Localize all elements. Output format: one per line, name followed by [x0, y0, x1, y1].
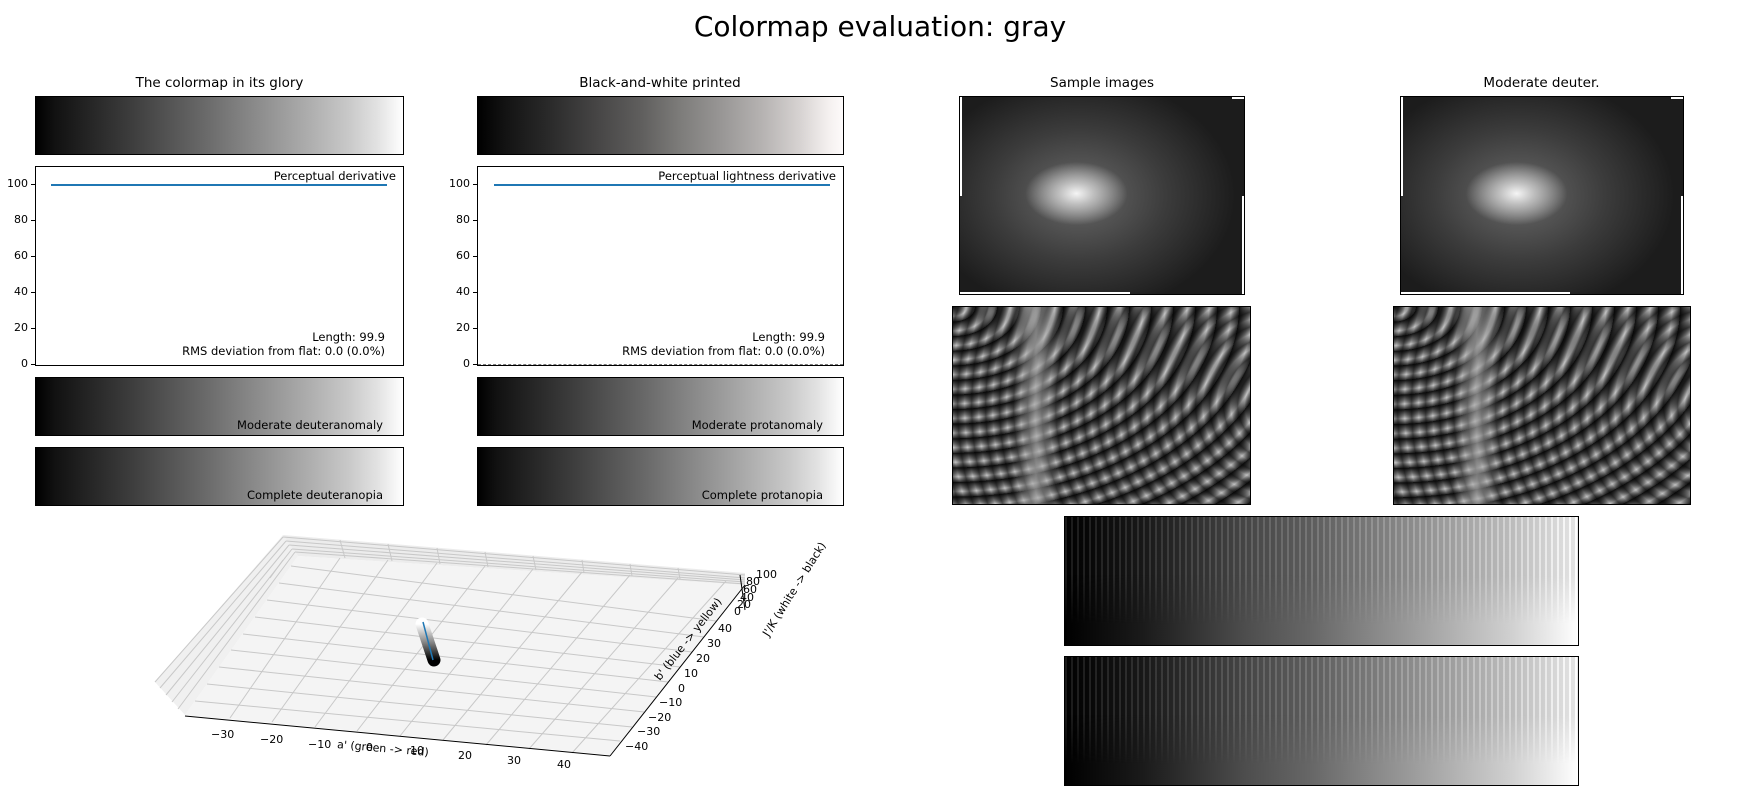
- figure-title: Colormap evaluation: gray: [693, 10, 1067, 43]
- ztick-label: 20: [737, 598, 751, 611]
- xtick-label: 0: [366, 741, 373, 754]
- xtick-label: −20: [260, 733, 284, 746]
- xtick-label: 10: [410, 744, 424, 757]
- ytick-label: −40: [625, 740, 649, 753]
- xtick-label: 30: [507, 754, 521, 767]
- ytick-label: 80: [456, 213, 470, 226]
- sample-image-interference: [952, 306, 1251, 505]
- plot-label: Perceptual lightness derivative: [658, 169, 836, 183]
- rms-annotation: RMS deviation from flat: 0.0 (0.0%): [182, 344, 385, 358]
- ytick-label: −30: [637, 725, 661, 738]
- plot3d-colorspace: [154, 535, 746, 757]
- deuter-image-terrain: [1400, 96, 1684, 295]
- colormap-bw-bar: [477, 96, 844, 155]
- cvd-label: Complete protanopia: [701, 488, 823, 502]
- ytick-label: 40: [718, 622, 732, 635]
- stripe-test-bar-1: [1064, 516, 1579, 646]
- panel-title-deuter: Moderate deuter.: [1483, 75, 1600, 91]
- ytick-label: 100: [7, 177, 28, 190]
- cvd-label: Complete deuteranopia: [247, 488, 383, 502]
- xtick-label: 20: [458, 749, 472, 762]
- ytick-label: 20: [14, 321, 28, 334]
- ztick-label: 100: [756, 568, 777, 581]
- plot-label: Perceptual derivative: [273, 169, 396, 183]
- ytick-label: −20: [648, 711, 672, 724]
- ytick-label: 0: [678, 682, 685, 695]
- xtick-label: −10: [308, 738, 332, 751]
- cvd-bar-deuteranopia: Complete deuteranopia: [35, 447, 404, 506]
- cvd-bar-protanopia: Complete protanopia: [477, 447, 844, 506]
- sample-image-terrain: [959, 96, 1245, 295]
- ytick-label: 30: [707, 637, 721, 650]
- xtick-label: 40: [557, 758, 571, 771]
- ytick-label: 40: [456, 285, 470, 298]
- ytick-label: 10: [684, 667, 698, 680]
- ytick-label: 60: [456, 249, 470, 262]
- cvd-bar-protanomaly: Moderate protanomaly: [477, 377, 844, 436]
- stripe-test-bar-2: [1064, 656, 1579, 786]
- ytick-label: 20: [696, 652, 710, 665]
- ytick-label: 0: [21, 357, 28, 370]
- panel-title-glory: The colormap in its glory: [135, 75, 304, 91]
- derivative-line: [494, 184, 830, 186]
- perceptual-derivative-plot: Perceptual derivative Length: 99.9 RMS d…: [35, 166, 404, 366]
- ytick-label: −10: [659, 696, 683, 709]
- ztick-label: 40: [740, 591, 754, 604]
- lightness-derivative-plot: Perceptual lightness derivative Length: …: [477, 166, 844, 366]
- panel-title-bw: Black-and-white printed: [579, 75, 741, 91]
- deuter-image-interference: [1393, 306, 1691, 505]
- cvd-label: Moderate protanomaly: [691, 418, 823, 432]
- ytick-label: 80: [14, 213, 28, 226]
- panel-title-samples: Sample images: [1050, 75, 1154, 91]
- ytick-label: 20: [456, 321, 470, 334]
- ytick-label: 40: [14, 285, 28, 298]
- length-annotation: Length: 99.9: [312, 330, 385, 344]
- ztick-label: 0: [734, 605, 741, 618]
- ytick-label: 0: [463, 357, 470, 370]
- length-annotation: Length: 99.9: [752, 330, 825, 344]
- derivative-line: [51, 184, 387, 186]
- colormap-glory-bar: [35, 96, 404, 155]
- xtick-label: −30: [211, 728, 235, 741]
- cvd-bar-deuteranomaly: Moderate deuteranomaly: [35, 377, 404, 436]
- cvd-label: Moderate deuteranomaly: [237, 418, 383, 432]
- ytick-label: 60: [14, 249, 28, 262]
- ztick-label: 80: [746, 575, 760, 588]
- ztick-label: 60: [743, 583, 757, 596]
- ytick-label: 100: [449, 177, 470, 190]
- rms-annotation: RMS deviation from flat: 0.0 (0.0%): [622, 344, 825, 358]
- baseline-dashed: [478, 364, 843, 365]
